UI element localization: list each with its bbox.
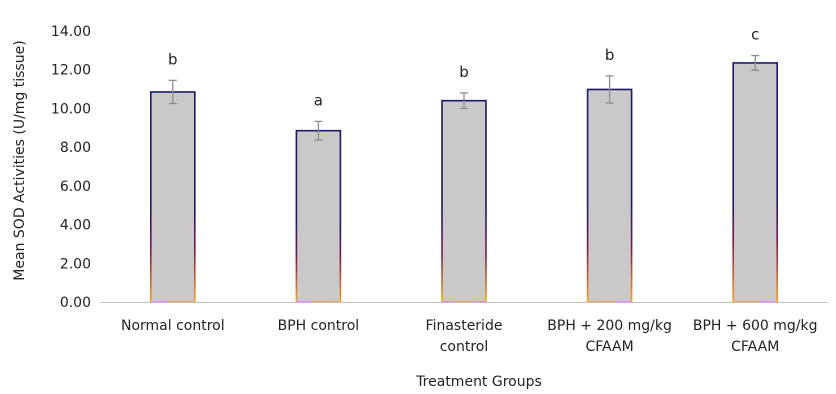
- x-category-label: CFAAM: [586, 339, 634, 355]
- bar: [732, 62, 779, 303]
- y-tick-label: 10.00: [51, 101, 91, 117]
- error-bar: [168, 79, 177, 105]
- significance-label: b: [605, 46, 615, 64]
- y-tick-label: 12.00: [51, 63, 91, 79]
- x-category-label: Normal control: [121, 318, 225, 334]
- bar: [150, 91, 196, 303]
- error-bar: [314, 120, 323, 141]
- x-category-label: CFAAM: [731, 339, 779, 355]
- significance-label: b: [168, 50, 178, 68]
- significance-label: a: [314, 91, 323, 109]
- bar: [441, 99, 487, 303]
- x-category-label: BPH + 200 mg/kg: [547, 318, 672, 334]
- x-category-label: control: [440, 339, 489, 355]
- y-tick-label: 0.00: [60, 295, 91, 311]
- significance-label: c: [751, 26, 759, 44]
- bar: [586, 88, 633, 303]
- error-bar: [751, 54, 760, 71]
- x-category-label: BPH + 600 mg/kg: [693, 318, 818, 334]
- error-bar: [605, 75, 614, 104]
- x-category-label: BPH control: [278, 318, 360, 334]
- y-tick-label: 6.00: [60, 179, 91, 195]
- y-axis-ticks: 0.00 2.00 4.00 6.00 8.00 10.00 12.00 14.00: [51, 24, 91, 311]
- y-tick-label: 14.00: [51, 24, 91, 40]
- y-tick-label: 8.00: [60, 140, 91, 156]
- y-tick-label: 4.00: [60, 218, 91, 234]
- y-tick-label: 2.00: [60, 256, 91, 272]
- x-category-label: Finasteride: [426, 318, 503, 334]
- error-bar: [460, 92, 468, 110]
- bars: b a b b c: [150, 26, 779, 303]
- x-axis-categories: Normal control BPH control Finasteride cont…: [121, 318, 818, 355]
- x-axis-title: Treatment Groups: [415, 374, 542, 390]
- significance-label: b: [459, 63, 469, 81]
- bar: [295, 129, 342, 303]
- y-axis-title: Mean SOD Activities (U/mg tissue): [12, 40, 28, 280]
